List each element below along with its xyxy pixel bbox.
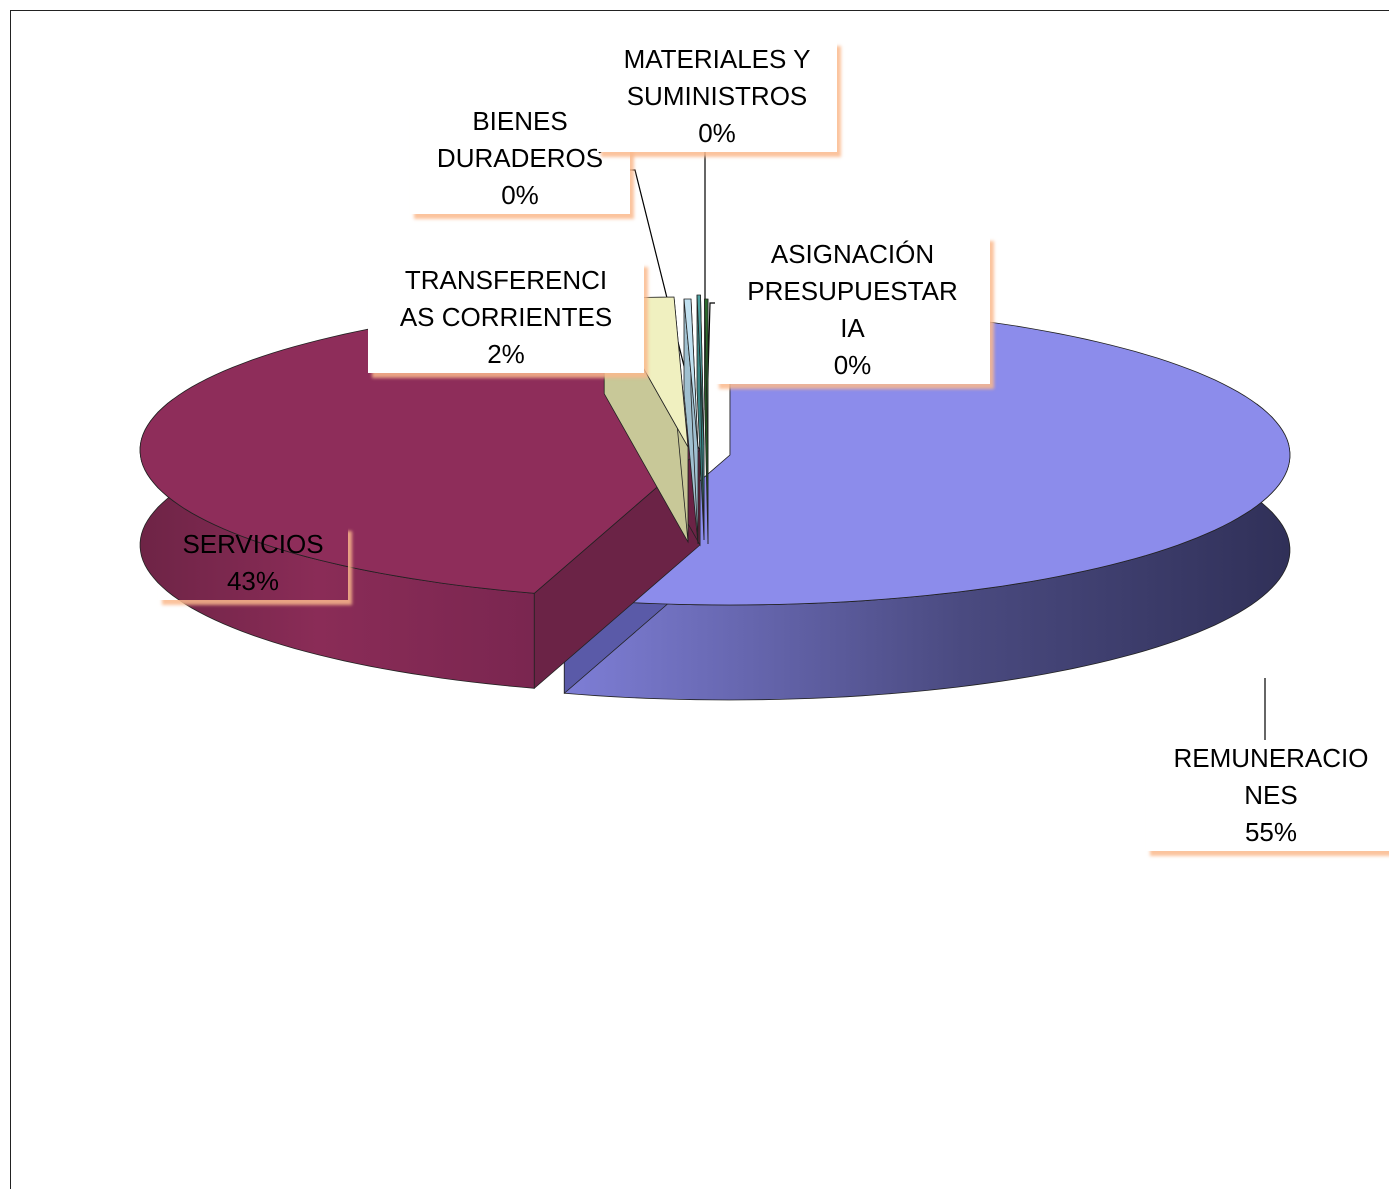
- slice-label-text: TRANSFERENCI: [404, 265, 608, 295]
- slice-label-text: PRESUPUESTAR: [747, 276, 958, 306]
- slice-label-text: BIENES: [472, 106, 568, 136]
- slice-percent: 0%: [833, 350, 872, 380]
- slice-percent: 43%: [226, 566, 280, 596]
- slice-label-text: NES: [1244, 780, 1298, 810]
- slice-label-text: REMUNERACIO: [1173, 743, 1369, 773]
- slice-percent: 0%: [501, 180, 539, 210]
- slice-label-3: BIENES DURADEROS 0%: [410, 103, 630, 214]
- slice-percent: 0%: [698, 118, 736, 148]
- slice-label-text: ASIGNACIÓN: [770, 239, 935, 269]
- chart-frame: [10, 10, 1389, 1189]
- slice-label-5: ASIGNACIÓN PRESUPUESTAR IA 0%: [715, 236, 990, 384]
- pie-slice-5: [704, 298, 709, 545]
- slice-label-text: MATERIALES Y: [623, 44, 811, 74]
- slice-percent: 2%: [487, 339, 525, 369]
- slice-label-2: TRANSFERENCI AS CORRIENTES 2%: [368, 262, 644, 373]
- slice-label-4: MATERIALES Y SUMINISTROS 0%: [597, 41, 837, 152]
- slice-label-text: SUMINISTROS: [626, 81, 808, 111]
- slice-label-0: REMUNERACIO NES 55%: [1146, 740, 1389, 851]
- pie-slice-3: [683, 298, 699, 545]
- pie-slice-4: [696, 294, 705, 541]
- slice-label-text: DURADEROS: [436, 143, 604, 173]
- slice-label-text: IA: [840, 313, 865, 343]
- slice-label-text: AS CORRIENTES: [399, 302, 613, 332]
- slice-label-text: SERVICIOS: [182, 529, 324, 559]
- slice-label-1: SERVICIOS 43%: [158, 526, 348, 600]
- slice-percent: 55%: [1244, 817, 1298, 847]
